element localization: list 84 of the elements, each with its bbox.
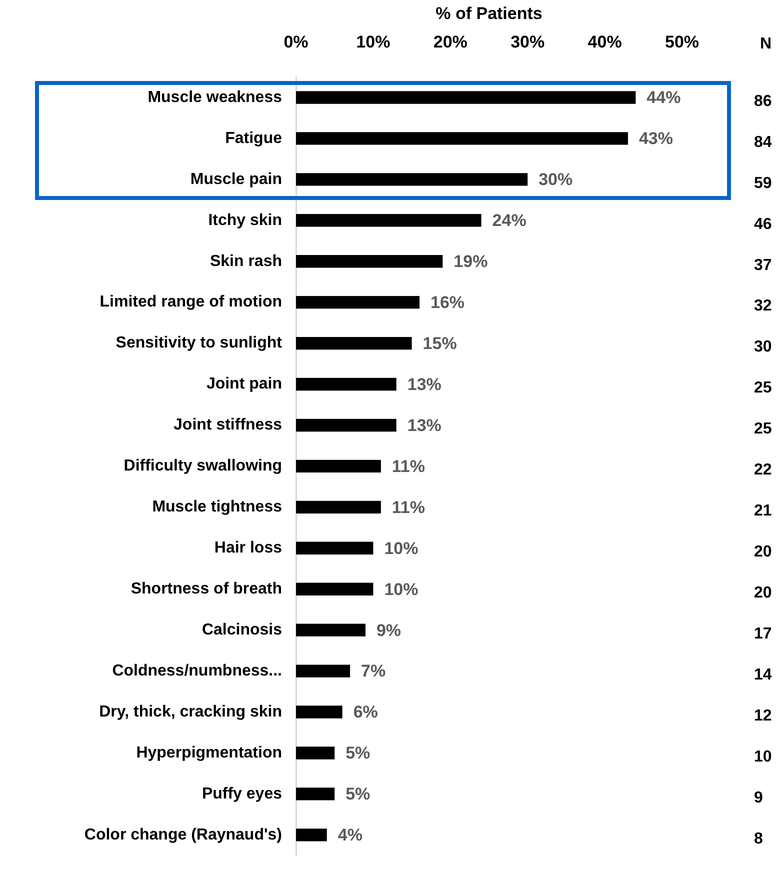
text: 20 [754, 584, 772, 602]
bar [296, 378, 396, 391]
bar [296, 582, 374, 596]
x-tick-label: 0% [284, 32, 308, 52]
y-tick-label: Hyperpigmentation [136, 744, 282, 762]
text: 32 [754, 298, 772, 315]
x-tick-label: 50% [664, 32, 700, 52]
data-label: 6% [353, 702, 378, 722]
data-label: 7% [361, 662, 386, 681]
bar [296, 418, 396, 432]
y-tick-label: Difficulty swallowing [124, 458, 282, 475]
data-label: 43% [638, 129, 673, 148]
y-tick-label: Hair loss [214, 540, 282, 557]
y-tick-label: Color change (Raynaud's) [84, 826, 282, 844]
y-tick-label: Sensitivity to sunlight [116, 334, 283, 352]
data-label: 11% [392, 498, 426, 517]
bar [296, 746, 335, 760]
bar [296, 828, 327, 842]
y-tick-label: Muscle weakness [148, 88, 282, 106]
bar [296, 500, 381, 514]
y-tick-label: Puffy eyes [202, 785, 282, 802]
data-label: 5% [346, 784, 370, 804]
x-tick-label: 20% [433, 32, 468, 52]
text: 9 [754, 789, 763, 806]
data-label: 11% [392, 456, 426, 476]
data-label: 30% [538, 170, 573, 190]
bar [296, 173, 528, 186]
text: 14 [754, 666, 772, 684]
y-tick-label: Muscle pain [190, 170, 282, 188]
bar [296, 132, 628, 145]
y-tick-label: Dry, thick, cracking skin [99, 703, 282, 720]
bar [296, 664, 350, 678]
data-label: 19% [454, 252, 488, 272]
bar [296, 336, 412, 350]
text: 37 [754, 256, 772, 274]
data-label: 24% [492, 211, 526, 230]
bar [296, 624, 366, 636]
y-tick-label: Skin rash [210, 252, 282, 270]
bar [296, 91, 636, 104]
text: 12 [754, 707, 772, 724]
text: 30 [754, 338, 772, 356]
y-tick-label: Muscle tightness [152, 498, 282, 516]
text: 84 [754, 134, 772, 151]
text: 10 [754, 748, 772, 766]
y-tick-label: Joint stiffness [174, 416, 282, 434]
text: 86 [754, 92, 772, 110]
y-tick-label: Fatigue [225, 130, 282, 147]
x-tick-label: 10% [356, 32, 390, 52]
text: 22 [754, 462, 772, 479]
data-label: 4% [338, 826, 362, 845]
text: 25 [754, 420, 772, 438]
text: 25 [754, 380, 772, 397]
bar [296, 460, 381, 473]
y-tick-label: Joint pain [206, 376, 282, 393]
text: 21 [754, 502, 772, 520]
y-tick-label: Coldness/numbness... [112, 662, 282, 680]
bar [296, 788, 335, 800]
text: 8 [754, 830, 763, 848]
text: 20 [754, 544, 772, 561]
y-tick-label: Itchy skin [208, 212, 282, 229]
data-label: 10% [384, 538, 418, 558]
text: 46 [754, 216, 772, 233]
text: N [760, 35, 772, 52]
bar [296, 706, 342, 718]
y-tick-label: Calcinosis [202, 621, 282, 638]
y-tick-label: Shortness of breath [130, 580, 282, 598]
x-axis-title: % of Patients [436, 4, 542, 23]
text: 59 [754, 174, 772, 192]
bar [296, 542, 374, 554]
bar [296, 255, 443, 268]
data-label: 15% [422, 334, 457, 353]
text: 17 [754, 625, 772, 642]
y-tick-label: Limited range of motion [100, 294, 282, 311]
data-label: 5% [346, 744, 370, 763]
data-label: 16% [430, 293, 465, 312]
data-label: 10% [384, 580, 418, 599]
x-tick-label: 40% [588, 32, 622, 52]
bar [296, 296, 420, 309]
data-label: 13% [407, 416, 442, 435]
data-label: 44% [646, 88, 681, 108]
data-label: 13% [407, 374, 442, 394]
data-label: 9% [376, 620, 402, 640]
bar [296, 214, 482, 227]
x-tick-label: 30% [510, 32, 545, 52]
